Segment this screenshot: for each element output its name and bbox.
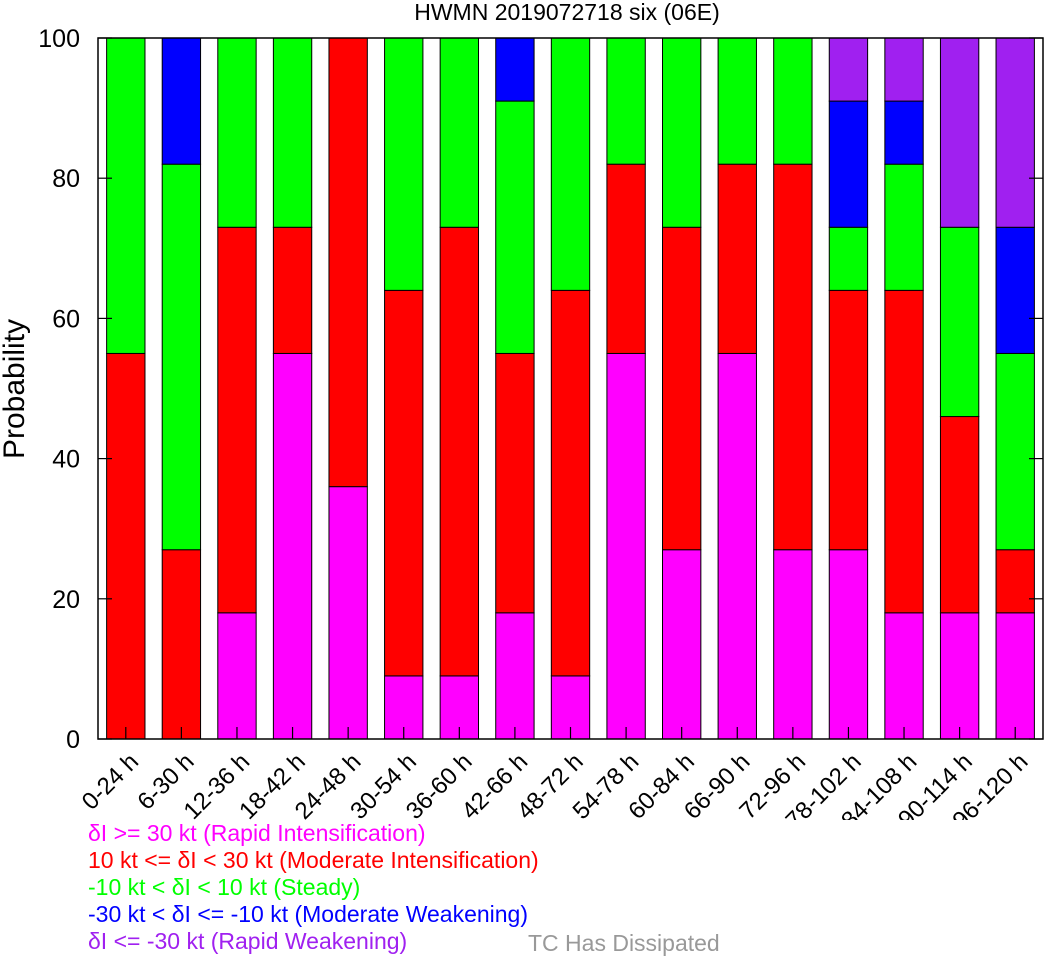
bar-segment bbox=[884, 37, 924, 102]
bar-segment bbox=[161, 37, 202, 165]
bar-segment bbox=[773, 163, 813, 551]
bar-segment bbox=[495, 612, 535, 740]
bar-segment bbox=[550, 37, 591, 291]
bar-segment bbox=[217, 37, 257, 228]
y-tick-label: 20 bbox=[52, 586, 80, 614]
bar-segment bbox=[884, 100, 924, 165]
bar-segment bbox=[884, 289, 924, 614]
bar-segment bbox=[717, 37, 757, 165]
bar-segment bbox=[828, 37, 869, 102]
legend-moderate-weakening: -30 kt < δI <= -10 kt (Moderate Weakenin… bbox=[88, 901, 529, 927]
bar-segment bbox=[828, 549, 869, 740]
bar-segment bbox=[939, 416, 980, 614]
bar-segment bbox=[662, 37, 702, 228]
bar-segment bbox=[995, 37, 1035, 228]
bar-segment bbox=[495, 100, 535, 354]
chart-title: HWMN 2019072718 six (06E) bbox=[414, 0, 720, 25]
legend-moderate-intensification: 10 kt <= δI < 30 kt (Moderate Intensific… bbox=[88, 847, 539, 873]
bar-segment bbox=[606, 163, 646, 354]
bar-segment bbox=[106, 352, 146, 740]
x-ticks: 0-24 h6-30 h12-36 h18-42 h24-48 h30-54 h… bbox=[77, 727, 1033, 820]
bar-segment bbox=[662, 549, 702, 740]
bar-segment bbox=[828, 226, 869, 291]
legend: δI >= 30 kt (Rapid Intensification) 10 k… bbox=[88, 820, 539, 955]
bar-segment bbox=[828, 289, 869, 551]
bar-segment bbox=[884, 612, 924, 740]
bar-segment bbox=[606, 352, 646, 740]
bar-segment bbox=[106, 37, 146, 354]
bar-segment bbox=[439, 37, 480, 228]
bar-segment bbox=[662, 226, 702, 551]
bar-segment bbox=[272, 37, 313, 228]
y-ticks: 0 20 40 60 80 100 bbox=[38, 25, 1043, 754]
bar-segment bbox=[328, 37, 368, 488]
legend-rapid-intensification: δI >= 30 kt (Rapid Intensification) bbox=[88, 820, 426, 846]
bar-segment bbox=[272, 352, 313, 740]
bar-segment bbox=[995, 352, 1035, 551]
bar-segment bbox=[161, 163, 202, 551]
bar-segment bbox=[995, 612, 1035, 740]
legend-rapid-weakening: δI <= -30 kt (Rapid Weakening) bbox=[88, 928, 408, 954]
bar-segment bbox=[773, 549, 813, 740]
bar-segment bbox=[217, 612, 257, 740]
bar-segment bbox=[773, 37, 813, 165]
bar-segment bbox=[272, 226, 313, 354]
y-tick-label: 80 bbox=[52, 165, 80, 193]
probability-chart: HWMN 2019072718 six (06E) Probability 0 2… bbox=[0, 0, 1044, 820]
bar-segment bbox=[606, 37, 646, 165]
bar-segment bbox=[884, 163, 924, 291]
bar-segment bbox=[495, 352, 535, 614]
bar-segment bbox=[939, 226, 980, 418]
bar-segment bbox=[384, 37, 424, 291]
legend-tc-dissipated: TC Has Dissipated bbox=[528, 930, 720, 956]
y-axis-label: Probability bbox=[0, 319, 31, 459]
y-tick-label: 60 bbox=[52, 305, 80, 333]
legend-steady: -10 kt < δI < 10 kt (Steady) bbox=[88, 874, 361, 900]
bar-segment bbox=[384, 289, 424, 677]
bar-segment bbox=[939, 612, 980, 740]
bar-segment bbox=[550, 289, 591, 677]
bar-segment bbox=[828, 100, 869, 228]
bar-segment bbox=[717, 352, 757, 740]
bar-segment bbox=[495, 37, 535, 102]
bar-segment bbox=[717, 163, 757, 354]
bar-group bbox=[106, 37, 1035, 740]
x-tick-label: 0-24 h bbox=[77, 748, 144, 815]
bar-segment bbox=[161, 549, 202, 740]
bar-segment bbox=[217, 226, 257, 614]
bar-segment bbox=[939, 37, 980, 228]
bar-segment bbox=[995, 549, 1035, 614]
bar-segment bbox=[995, 226, 1035, 354]
y-tick-label: 100 bbox=[38, 25, 80, 53]
y-tick-label: 40 bbox=[52, 446, 80, 474]
bar-segment bbox=[439, 226, 480, 677]
y-tick-label: 0 bbox=[66, 726, 80, 754]
bar-segment bbox=[328, 486, 368, 740]
